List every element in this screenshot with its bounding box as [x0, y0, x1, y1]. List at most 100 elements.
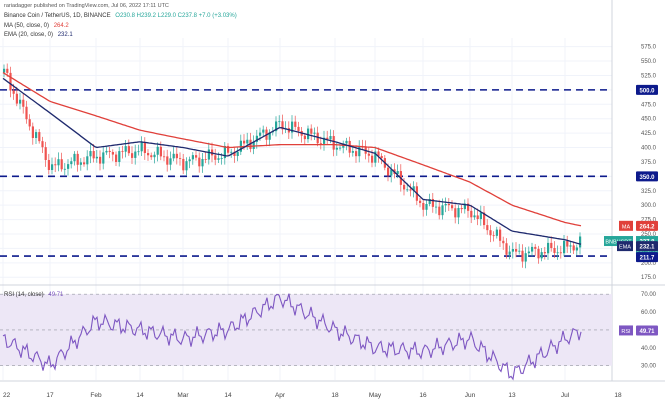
candle-body: [230, 151, 233, 153]
candle-body: [303, 135, 306, 140]
candle-body: [438, 206, 441, 216]
candle-body: [502, 240, 505, 244]
rsi-legend[interactable]: RSI (14, close) 49.71: [4, 291, 63, 299]
candle-body: [310, 128, 313, 134]
candle-body: [556, 252, 559, 254]
ma-legend-value: 264.2: [53, 23, 69, 29]
ma-legend-label: MA (50, close, 0): [4, 23, 50, 29]
candle-body: [223, 145, 226, 159]
candle-body: [412, 186, 415, 191]
candle-body: [566, 240, 569, 247]
candle-body: [182, 158, 185, 171]
candle-body: [550, 242, 553, 249]
ema-legend-label: EMA (20, close, 0): [4, 32, 54, 38]
candle-body: [19, 99, 22, 104]
candle-body: [335, 147, 338, 150]
candle-body: [185, 161, 188, 171]
ema-value-badge: 232.1: [639, 245, 655, 251]
candle-body: [217, 158, 220, 160]
candle-body: [313, 132, 316, 134]
candle-body: [294, 121, 297, 127]
price-tick-label: 375.0: [641, 160, 657, 166]
rsi-tag: RSI: [621, 329, 631, 335]
candle-body: [323, 137, 326, 144]
candle-body: [121, 151, 124, 152]
price-tick-label: 175.0: [641, 275, 657, 281]
candle-body: [508, 251, 511, 255]
rsi-line: [2, 293, 582, 381]
candle-body: [463, 203, 466, 210]
candle-body: [169, 158, 172, 165]
candle-body: [505, 243, 508, 255]
candle-body: [559, 252, 562, 254]
rsi-tick-label: 70.00: [641, 292, 657, 298]
candle-body: [579, 236, 582, 248]
candle-body: [150, 155, 153, 158]
candle-body: [572, 245, 575, 251]
candle-body: [83, 162, 86, 165]
candle-body: [473, 215, 476, 218]
ma-legend[interactable]: MA (50, close, 0) 264.2: [4, 22, 69, 30]
candle-body: [527, 251, 530, 254]
ma-value-badge: 264.2: [639, 224, 655, 230]
candle-body: [470, 210, 473, 218]
time-axis-label: Jul: [561, 392, 570, 399]
candle-body: [127, 146, 130, 154]
candle-body: [111, 152, 114, 155]
candle-body: [252, 141, 255, 149]
ema-line: [2, 77, 582, 245]
candle-body: [515, 249, 518, 252]
ema-tag-bg: [617, 241, 633, 252]
candle-body: [38, 132, 41, 142]
level-350-badge: 350.0: [639, 175, 655, 181]
candle-body: [345, 140, 348, 144]
candle-body: [380, 155, 383, 159]
candle-body: [262, 129, 265, 133]
candle-body: [569, 245, 572, 247]
candle-body: [431, 198, 434, 207]
candle-body: [172, 153, 175, 159]
candle-body: [531, 246, 534, 252]
time-axis-label: 18: [331, 392, 339, 399]
level-500-badge: 500.0: [639, 88, 655, 94]
ema-legend[interactable]: EMA (20, close, 0) 232.1: [4, 31, 73, 39]
time-axis-label: 17: [46, 392, 54, 399]
candle-body: [444, 203, 447, 206]
candle-body: [233, 151, 236, 157]
candle-body: [409, 189, 412, 191]
price-tick-label: 425.0: [641, 131, 657, 137]
candle-body: [467, 203, 470, 211]
candle-body: [51, 164, 54, 170]
candle-body: [518, 250, 521, 252]
candle-body: [153, 154, 156, 158]
candle-body: [377, 151, 380, 156]
price-tick-label: 475.0: [641, 102, 657, 108]
candle-body: [281, 121, 284, 130]
candle-body: [3, 68, 6, 73]
time-axis-label: Apr: [275, 392, 286, 399]
price-tick-label: 550.0: [641, 59, 657, 65]
ema-value-badge-bg: [636, 241, 658, 252]
candle-body: [543, 252, 546, 254]
candle-body: [25, 106, 28, 120]
candle-body: [479, 212, 482, 220]
price-tick-label: 400.0: [641, 146, 657, 152]
candle-body: [195, 155, 198, 158]
candle-body: [124, 146, 127, 152]
candle-body: [387, 167, 390, 176]
candle-body: [553, 248, 556, 253]
candle-body: [447, 203, 450, 206]
time-axis-label: 22: [3, 392, 11, 399]
candle-body: [188, 159, 191, 162]
candle-body: [419, 200, 422, 203]
candle-body: [351, 151, 354, 153]
candle-body: [355, 151, 358, 157]
candle-body: [243, 140, 246, 144]
candle-body: [131, 153, 134, 158]
support-level-badge: 211.7: [640, 256, 655, 262]
candle-body: [540, 252, 543, 259]
rsi-tick-label: 40.00: [641, 346, 657, 352]
price-tick-label: 325.0: [641, 189, 657, 195]
price-tick-label: 200.0: [641, 261, 657, 267]
candle-body: [86, 156, 89, 165]
